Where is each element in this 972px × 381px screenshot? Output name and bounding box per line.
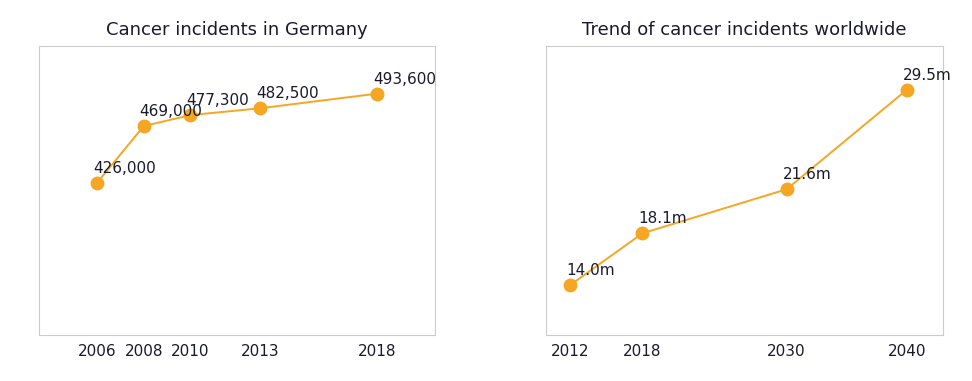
Text: 18.1m: 18.1m xyxy=(639,211,687,226)
Title: Cancer incidents in Germany: Cancer incidents in Germany xyxy=(106,21,368,38)
Text: 29.5m: 29.5m xyxy=(903,68,952,83)
Text: 21.6m: 21.6m xyxy=(782,167,831,182)
Text: 469,000: 469,000 xyxy=(140,104,202,119)
Title: Trend of cancer incidents worldwide: Trend of cancer incidents worldwide xyxy=(582,21,907,38)
Text: 14.0m: 14.0m xyxy=(567,263,615,278)
Text: 426,000: 426,000 xyxy=(93,161,156,176)
Text: 482,500: 482,500 xyxy=(257,86,319,101)
Text: 493,600: 493,600 xyxy=(373,72,435,87)
Text: 477,300: 477,300 xyxy=(187,93,249,108)
